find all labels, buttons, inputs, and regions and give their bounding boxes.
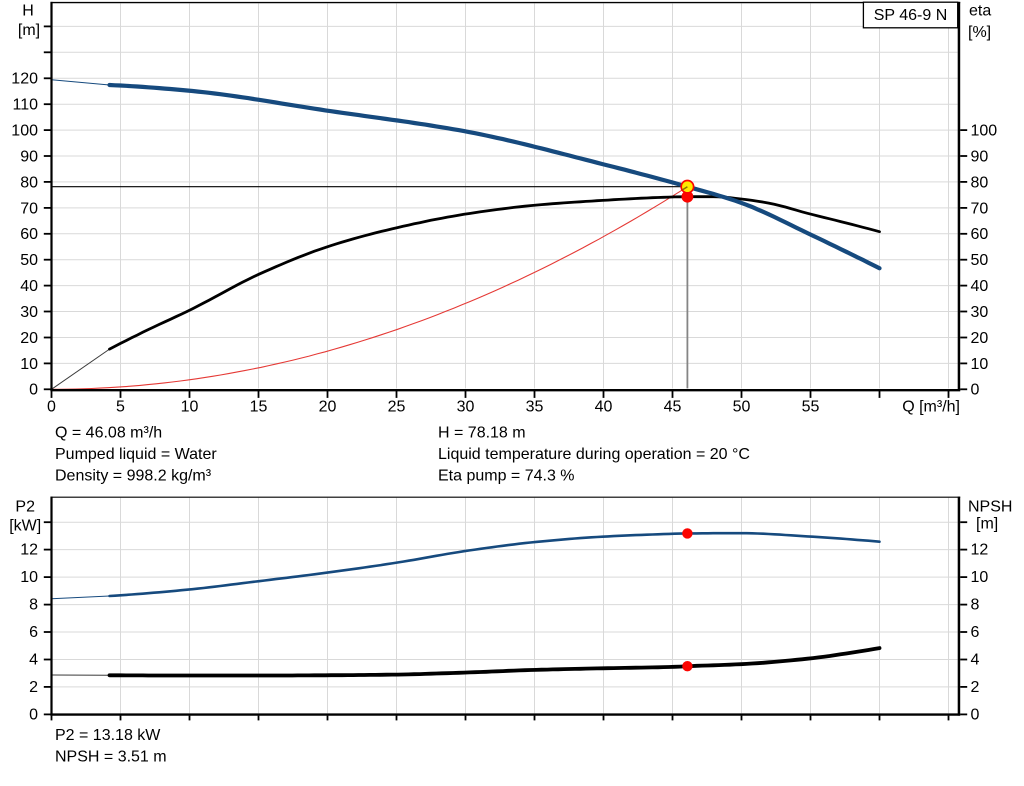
- svg-text:0: 0: [29, 706, 38, 723]
- svg-text:70: 70: [971, 200, 989, 217]
- svg-text:4: 4: [29, 651, 38, 668]
- svg-text:50: 50: [971, 252, 989, 269]
- svg-text:2: 2: [971, 679, 980, 696]
- svg-text:10: 10: [20, 569, 38, 586]
- svg-text:8: 8: [29, 597, 38, 614]
- svg-text:Q = 46.08 m³/h: Q = 46.08 m³/h: [55, 425, 162, 442]
- svg-text:10: 10: [181, 399, 199, 416]
- svg-text:Q [m³/h]: Q [m³/h]: [902, 399, 960, 416]
- svg-text:SP 46-9 N: SP 46-9 N: [874, 7, 948, 24]
- svg-text:40: 40: [971, 278, 989, 295]
- svg-text:10: 10: [20, 356, 38, 373]
- svg-text:8: 8: [971, 597, 980, 614]
- svg-text:Liquid temperature during oper: Liquid temperature during operation = 20…: [438, 446, 750, 463]
- svg-text:120: 120: [11, 71, 38, 88]
- svg-text:eta: eta: [969, 3, 991, 20]
- svg-text:[%]: [%]: [968, 24, 991, 41]
- svg-text:P2 = 13.18 kW: P2 = 13.18 kW: [55, 727, 161, 744]
- svg-text:50: 50: [20, 252, 38, 269]
- svg-text:30: 30: [20, 304, 38, 321]
- svg-text:2: 2: [29, 679, 38, 696]
- svg-text:30: 30: [457, 399, 475, 416]
- svg-text:20: 20: [971, 330, 989, 347]
- svg-text:35: 35: [526, 399, 544, 416]
- svg-text:70: 70: [20, 200, 38, 217]
- svg-text:100: 100: [971, 123, 998, 140]
- svg-text:12: 12: [971, 542, 989, 559]
- svg-text:[kW]: [kW]: [9, 517, 41, 534]
- svg-text:90: 90: [971, 148, 989, 165]
- svg-text:4: 4: [971, 651, 980, 668]
- svg-text:45: 45: [664, 399, 682, 416]
- svg-text:20: 20: [20, 330, 38, 347]
- svg-text:Density = 998.2 kg/m³: Density = 998.2 kg/m³: [55, 468, 212, 485]
- svg-text:10: 10: [971, 356, 989, 373]
- svg-text:Eta pump = 74.3 %: Eta pump = 74.3 %: [438, 468, 575, 485]
- svg-text:80: 80: [971, 174, 989, 191]
- svg-text:15: 15: [250, 399, 268, 416]
- svg-text:20: 20: [319, 399, 337, 416]
- svg-text:6: 6: [29, 624, 38, 641]
- svg-text:40: 40: [595, 399, 613, 416]
- svg-text:NPSH: NPSH: [968, 498, 1012, 515]
- svg-text:60: 60: [971, 226, 989, 243]
- svg-text:30: 30: [971, 304, 989, 321]
- svg-text:55: 55: [802, 399, 820, 416]
- svg-text:[m]: [m]: [976, 516, 998, 533]
- svg-text:[m]: [m]: [18, 22, 40, 39]
- svg-text:P2: P2: [15, 498, 35, 515]
- svg-text:10: 10: [971, 569, 989, 586]
- svg-text:H = 78.18 m: H = 78.18 m: [438, 425, 526, 442]
- svg-text:6: 6: [971, 624, 980, 641]
- svg-text:80: 80: [20, 174, 38, 191]
- svg-text:100: 100: [11, 123, 38, 140]
- svg-text:50: 50: [733, 399, 751, 416]
- svg-text:H: H: [22, 3, 34, 20]
- svg-text:60: 60: [20, 226, 38, 243]
- svg-text:0: 0: [47, 399, 56, 416]
- svg-text:0: 0: [29, 382, 38, 399]
- svg-text:0: 0: [971, 382, 980, 399]
- svg-text:NPSH = 3.51 m: NPSH = 3.51 m: [55, 748, 167, 765]
- svg-text:40: 40: [20, 278, 38, 295]
- svg-text:Pumped liquid = Water: Pumped liquid = Water: [55, 446, 217, 463]
- svg-text:12: 12: [20, 542, 38, 559]
- svg-text:90: 90: [20, 148, 38, 165]
- svg-text:0: 0: [971, 706, 980, 723]
- svg-text:25: 25: [388, 399, 406, 416]
- svg-text:5: 5: [116, 399, 125, 416]
- svg-text:110: 110: [12, 97, 38, 114]
